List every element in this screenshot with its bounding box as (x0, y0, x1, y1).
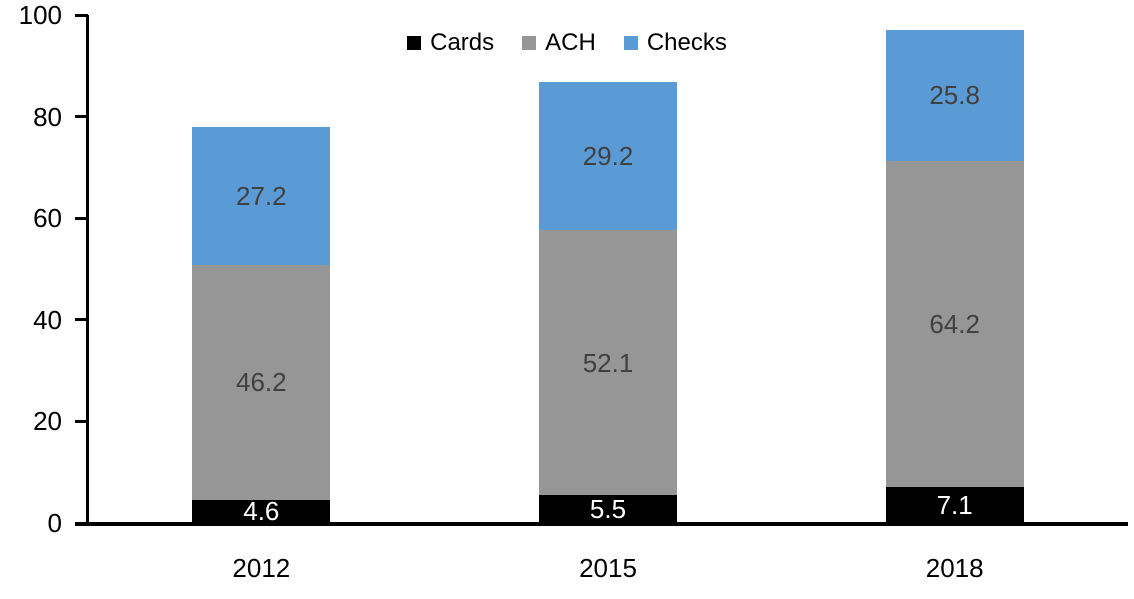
bar-segment-cards-2015: 5.5 (539, 495, 677, 523)
bar-value-label: 64.2 (929, 308, 980, 339)
bar-value-label: 25.8 (929, 80, 980, 111)
bar-segment-ach-2012: 46.2 (192, 264, 331, 500)
y-tick-mark (75, 13, 88, 17)
bar-value-label: 52.1 (582, 347, 634, 378)
legend-label-cards: Cards (430, 29, 495, 56)
y-tick-label: 60 (33, 203, 62, 234)
y-tick-mark (75, 216, 88, 220)
bar-value-label: 29.2 (582, 141, 634, 172)
bar-segment-ach-2018: 64.2 (885, 160, 1024, 487)
x-axis-label: 2012 (232, 553, 291, 583)
legend-label-ach: ACH (545, 29, 596, 56)
legend-label-checks: Checks (646, 29, 727, 56)
y-axis-line (86, 15, 89, 523)
legend-item-cards: Cards (407, 31, 494, 55)
bar-segment-checks-2015: 29.2 (539, 82, 677, 231)
bar-value-label: 7.1 (936, 489, 973, 520)
checks-swatch-icon (623, 36, 638, 50)
legend: Cards ACH Checks (0, 31, 1134, 55)
bar-value-label: 5.5 (589, 494, 627, 525)
y-tick-label: 40 (33, 304, 62, 335)
legend-item-checks: Checks (623, 29, 727, 56)
y-tick-mark (75, 318, 88, 322)
cards-swatch-icon (407, 36, 422, 50)
x-axis-label: 2018 (925, 553, 984, 583)
y-tick-label: 0 (47, 508, 62, 538)
legend-item-ach: ACH (522, 31, 596, 55)
y-tick-label: 80 (33, 101, 62, 132)
x-axis-label: 2015 (579, 553, 637, 583)
bar-segment-cards-2018: 7.1 (885, 486, 1024, 523)
bar-value-label: 46.2 (236, 367, 287, 398)
bar-value-label: 4.6 (243, 496, 280, 527)
bar-segment-checks-2018: 25.8 (885, 29, 1024, 161)
bar-segment-checks-2012: 27.2 (192, 126, 331, 265)
y-tick-mark (75, 115, 88, 119)
ach-swatch-icon (522, 36, 537, 50)
bar-segment-ach-2015: 52.1 (539, 230, 677, 496)
bar-value-label: 27.2 (236, 180, 287, 211)
bar-segment-cards-2012: 4.6 (192, 496, 331, 527)
x-axis-line (75, 522, 1128, 526)
y-tick-label: 20 (33, 406, 62, 437)
y-tick-label: 100 (18, 0, 62, 30)
y-tick-mark (75, 419, 88, 423)
